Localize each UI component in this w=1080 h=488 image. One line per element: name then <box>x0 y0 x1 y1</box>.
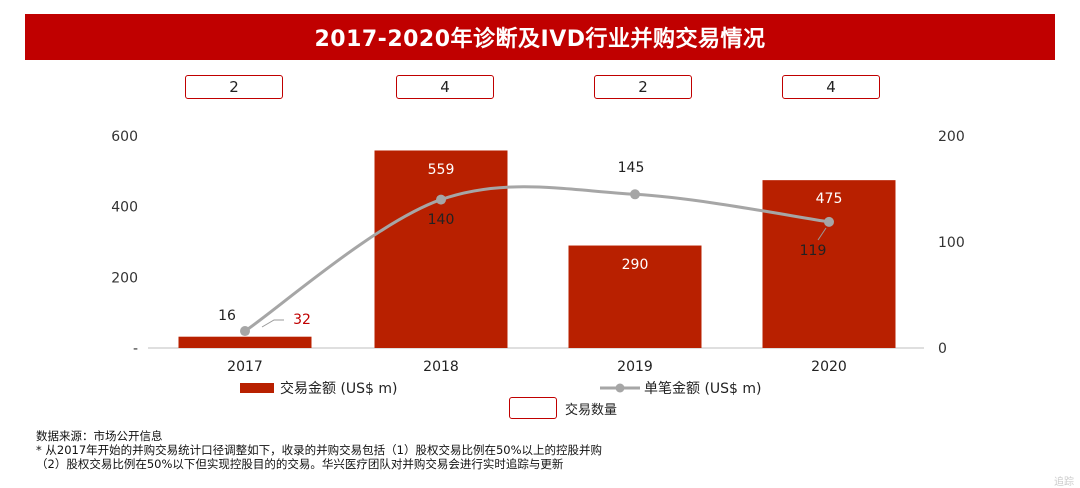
deal-count-box-2020: 4 <box>782 75 880 99</box>
chart-title-bar: 2017-2020年诊断及IVD行业并购交易情况 <box>25 14 1055 60</box>
footnote-2: （2）股权交易比例在50%以下但实现控股目的的交易。华兴医疗团队对并购交易会进行… <box>36 457 564 471</box>
deal-count-box-2019: 2 <box>594 75 692 99</box>
x-tick-label: 2018 <box>423 359 459 375</box>
line-point-2018 <box>436 194 446 205</box>
footnote-1: * 从2017年开始的并购交易统计口径调整如下，收录的并购交易包括（1）股权交易… <box>36 443 603 457</box>
bar-label-leader-2017 <box>261 319 284 328</box>
source-note: 数据来源：市场公开信息 <box>36 429 163 443</box>
legend-count-swatch <box>509 397 557 419</box>
legend-bar-swatch <box>240 383 274 393</box>
legend-bar-label: 交易金额 (US$ m) <box>280 381 398 397</box>
bar-value-label: 32 <box>293 312 311 328</box>
y-left-tick-label: - <box>133 341 138 357</box>
chart-title: 2017-2020年诊断及IVD行业并购交易情况 <box>314 27 766 52</box>
y-right-tick-label: 0 <box>938 341 947 357</box>
bar-value-label: 475 <box>816 191 843 207</box>
bar-value-label: 559 <box>428 162 455 178</box>
watermark-text: 追踪 <box>1054 477 1074 488</box>
line-series-unit-amount <box>244 185 830 333</box>
line-point-2017 <box>240 326 250 337</box>
y-left-tick-label: 600 <box>111 129 138 145</box>
y-right-tick-label: 200 <box>938 129 965 145</box>
line-label-leader-2020 <box>817 227 827 241</box>
bar-2018 <box>374 150 508 348</box>
deal-count-box-2018: 4 <box>396 75 494 99</box>
x-tick-label: 2020 <box>811 359 847 375</box>
legend-line-item: 单笔金额 (US$ m) <box>600 378 762 398</box>
footnotes: 数据来源：市场公开信息 * 从2017年开始的并购交易统计口径调整如下，收录的并… <box>36 429 602 471</box>
legend-count-label: 交易数量 <box>565 402 618 418</box>
x-tick-label: 2017 <box>227 359 263 375</box>
y-left-tick-label: 400 <box>111 200 138 216</box>
combo-chart: - 200 400 600 0 100 200 32 559 290 475 2017 2018 2019… <box>111 129 965 375</box>
bar-2020 <box>762 180 896 348</box>
bar-2019 <box>568 245 702 348</box>
y-right-tick-label: 100 <box>938 235 965 251</box>
legend-line-swatch <box>600 383 640 393</box>
line-value-label: 119 <box>800 243 827 259</box>
legend-bar-item: 交易金额 (US$ m) <box>240 378 398 398</box>
deal-count-box-2017: 2 <box>185 75 283 99</box>
line-value-label: 16 <box>218 308 236 324</box>
legend-line-label: 单笔金额 (US$ m) <box>644 381 762 397</box>
legend-count-item: 交易数量 <box>509 397 617 419</box>
line-point-2020 <box>824 216 834 227</box>
y-left-tick-label: 200 <box>111 270 138 286</box>
line-value-label: 145 <box>618 160 645 176</box>
bar-2017 <box>178 336 312 348</box>
line-point-2019 <box>630 189 640 200</box>
x-tick-label: 2019 <box>617 359 653 375</box>
line-value-label: 140 <box>428 212 455 228</box>
bar-value-label: 290 <box>622 257 649 273</box>
